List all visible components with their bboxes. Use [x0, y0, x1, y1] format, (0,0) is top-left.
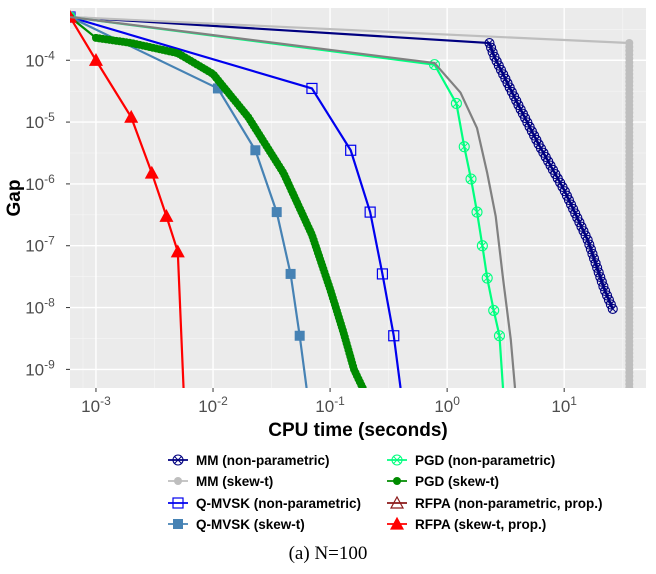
- series-point: [345, 144, 357, 156]
- legend-label: PGD (non-parametric): [415, 453, 555, 468]
- legend-item: MM (non-parametric): [168, 453, 330, 468]
- series-line: [70, 15, 517, 388]
- series-point: [471, 206, 483, 218]
- series-8: [70, 15, 517, 388]
- series-point: [212, 83, 223, 94]
- series-point: [376, 268, 389, 280]
- x-axis-label: CPU time (seconds): [268, 420, 447, 441]
- legend-item: PGD (non-parametric): [387, 453, 555, 468]
- series-point: [465, 173, 477, 185]
- y-axis-label: Gap: [4, 180, 25, 217]
- series-point: [481, 272, 493, 284]
- series-5: [70, 13, 367, 388]
- series-point: [488, 304, 500, 316]
- x-tick-label: 10-3: [81, 394, 111, 416]
- y-tick-label: 10-7: [25, 234, 55, 256]
- legend-label: MM (non-parametric): [196, 453, 330, 468]
- legend-label: Q-MVSK (non-parametric): [196, 496, 361, 511]
- legend-label: Q-MVSK (skew-t): [196, 517, 305, 532]
- series-point: [458, 141, 470, 153]
- legend-label: RFPA (non-parametric, prop.): [415, 496, 603, 511]
- x-tick-label: 100: [434, 394, 460, 416]
- legend-swatch-marker: [389, 495, 405, 509]
- series-point: [285, 268, 296, 279]
- y-tick-label: 10-8: [25, 296, 55, 318]
- legend-label: PGD (skew-t): [415, 474, 499, 489]
- legend-swatch-marker: [172, 454, 184, 466]
- series-point: [88, 52, 103, 66]
- series-point: [159, 208, 174, 222]
- axis-ticks: 10-3 10-2 10-1 100 101 10-9 10-8 10-7 10-6 10-5 10…: [25, 48, 577, 416]
- legend-swatch-marker: [173, 519, 183, 529]
- x-tick-label: 101: [551, 394, 577, 416]
- legend-label: MM (skew-t): [196, 474, 273, 489]
- series-0: [70, 11, 618, 314]
- series-point: [271, 207, 282, 218]
- y-tick-label: 10-6: [25, 172, 55, 194]
- legend: MM (non-parametric) MM (skew-t) Q-MVSK (no…: [168, 453, 603, 532]
- series-point: [358, 384, 367, 388]
- legend-item: PGD (skew-t): [387, 474, 499, 489]
- y-tick-label: 10-9: [25, 357, 55, 379]
- series-point: [625, 384, 634, 388]
- y-tick-label: 10-5: [25, 110, 55, 132]
- y-tick-label: 10-4: [25, 48, 55, 70]
- series-point: [388, 330, 400, 342]
- legend-item: MM (skew-t): [168, 474, 273, 489]
- legend-item: RFPA (skew-t, prop.): [387, 516, 546, 532]
- series-point: [144, 165, 159, 179]
- legend-item: RFPA (non-parametric, prop.): [387, 495, 603, 511]
- series-point: [250, 145, 261, 156]
- series-point: [306, 82, 318, 95]
- series-point: [607, 303, 618, 314]
- legend-swatch-marker: [172, 497, 184, 509]
- plot-panel: [70, 8, 646, 388]
- series-line: [70, 15, 402, 388]
- legend-item: Q-MVSK (skew-t): [168, 517, 305, 532]
- series-point: [170, 244, 185, 258]
- series-point: [294, 330, 305, 341]
- series-1: [70, 13, 634, 388]
- series-layer: [70, 9, 634, 388]
- legend-swatch-marker: [389, 516, 405, 530]
- series-point: [476, 240, 488, 252]
- series-point: [124, 109, 139, 123]
- series-point: [450, 97, 462, 110]
- legend-item: Q-MVSK (non-parametric): [168, 496, 361, 511]
- legend-label: RFPA (skew-t, prop.): [415, 517, 546, 532]
- legend-swatch-marker: [174, 477, 182, 485]
- series-point: [364, 206, 376, 218]
- x-tick-label: 10-1: [315, 394, 345, 416]
- x-tick-label: 10-2: [198, 394, 228, 416]
- series-point: [493, 330, 506, 342]
- legend-swatch-marker: [393, 477, 401, 485]
- legend-swatch-marker: [391, 454, 403, 466]
- series-line: [70, 15, 630, 45]
- figure-caption: (a) N=100: [288, 543, 368, 564]
